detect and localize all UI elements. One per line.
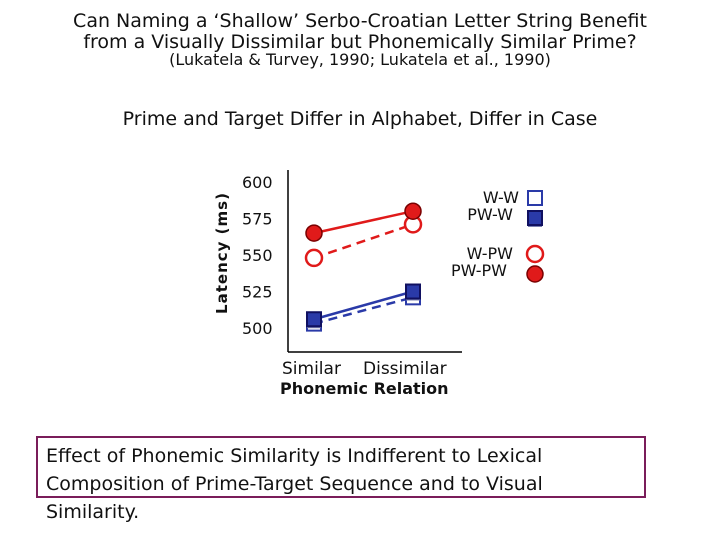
title-line-2: from a Visually Dissimilar but Phonemica… <box>83 31 637 53</box>
series-line-pw-w <box>313 290 414 321</box>
y-tick-label: 575 <box>242 210 273 229</box>
series-line-pw-pw <box>313 209 414 235</box>
y-tick-label: 600 <box>242 173 273 192</box>
chart-series <box>304 202 423 332</box>
citation: (Lukatela & Turvey, 1990; Lukatela et al… <box>169 50 551 69</box>
legend-label: PW-PW <box>451 261 507 280</box>
conclusion-box: Effect of Phonemic Similarity is Indiffe… <box>36 436 646 523</box>
data-point <box>306 311 322 328</box>
y-axis-label: Latency (ms) <box>213 192 231 314</box>
legend-marker <box>527 190 543 206</box>
title-line-1: Can Naming a ‘Shallow’ Serbo-Croatian Le… <box>73 10 647 32</box>
chart-axes: 600 575 550 525 500 Latency (ms) Similar Dissim… <box>213 170 462 398</box>
latency-chart: 600 575 550 525 500 Latency (ms) Similar Dissim… <box>213 170 545 398</box>
y-tick-label: 500 <box>242 319 273 338</box>
legend-label: W-PW <box>467 244 514 263</box>
x-tick-label: Dissimilar <box>363 359 447 379</box>
x-axis-label: Phonemic Relation <box>280 379 449 398</box>
data-point <box>404 202 422 220</box>
conclusion-line-1: Effect of Phonemic Similarity is Indiffe… <box>46 445 543 467</box>
chart-subtitle: Prime and Target Differ in Alphabet, Dif… <box>122 108 598 130</box>
legend-marker <box>526 265 544 283</box>
legend-label: PW-W <box>467 205 513 224</box>
legend-marker <box>525 244 545 264</box>
data-point <box>305 224 323 242</box>
legend-marker <box>527 210 543 226</box>
data-point <box>405 283 421 300</box>
y-tick-label: 550 <box>242 246 273 265</box>
series-line-w-w <box>313 296 414 325</box>
y-tick-label: 525 <box>242 283 273 302</box>
series-line-w-pw <box>313 223 414 260</box>
x-tick-label: Similar <box>282 359 341 379</box>
data-point <box>304 248 324 268</box>
conclusion-line-2: Composition of Prime-Target Sequence and… <box>46 473 543 523</box>
legend-label: W-W <box>483 188 519 207</box>
